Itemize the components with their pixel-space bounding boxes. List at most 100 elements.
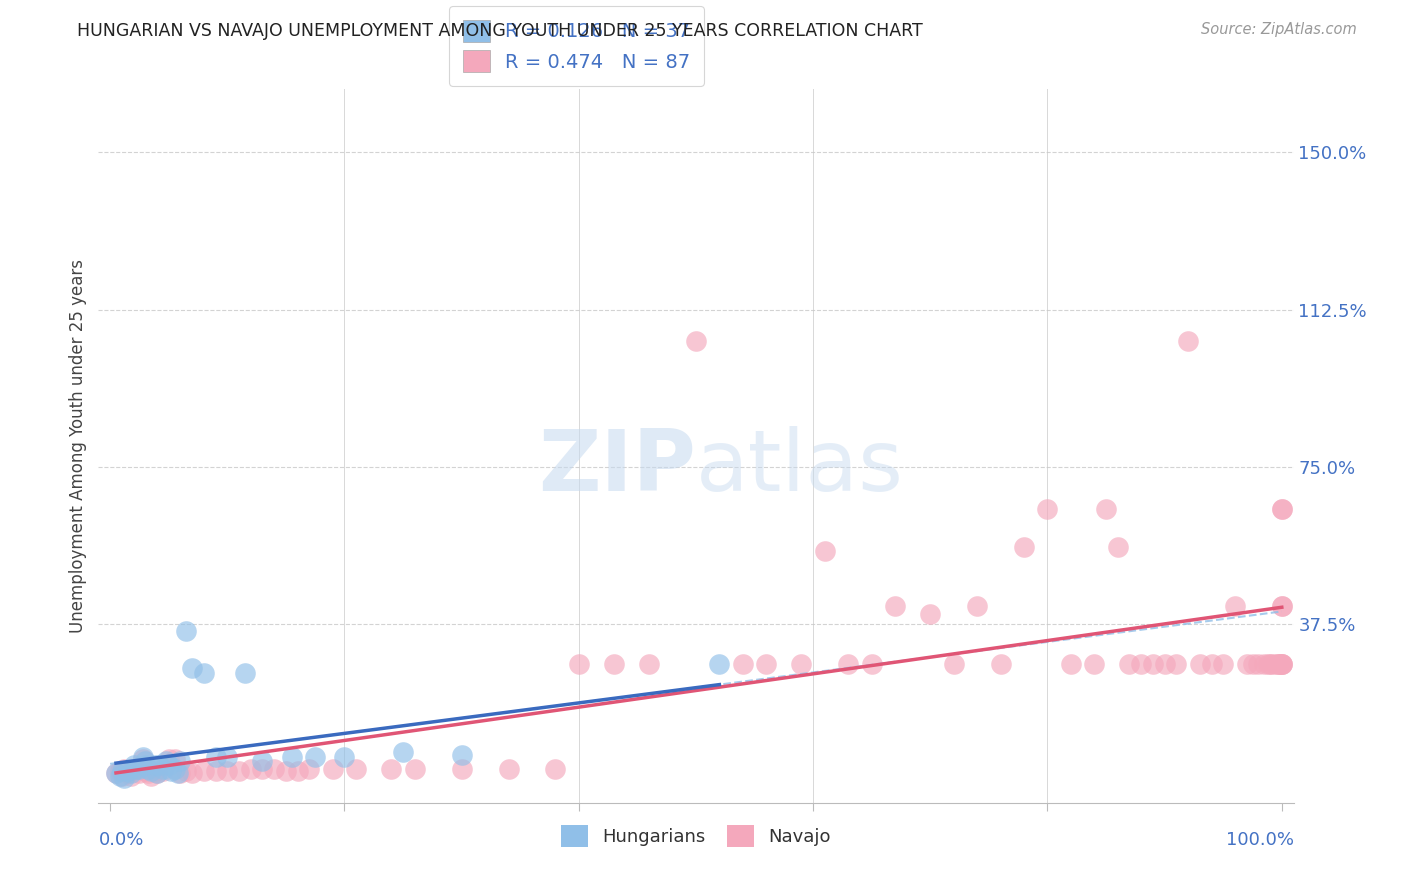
Point: [685, 334, 707, 348]
Point: [1271, 599, 1294, 613]
Point: [152, 762, 174, 776]
Point: [117, 766, 139, 780]
Point: [1268, 657, 1291, 672]
Point: [148, 758, 170, 772]
Point: [163, 752, 186, 766]
Text: ZIP: ZIP: [538, 425, 696, 509]
Point: [122, 758, 145, 772]
Text: atlas: atlas: [696, 425, 904, 509]
Point: [755, 657, 778, 672]
Point: [274, 764, 297, 779]
Point: [108, 764, 131, 779]
Point: [125, 762, 148, 776]
Point: [1247, 657, 1270, 672]
Point: [498, 762, 520, 776]
Point: [568, 657, 591, 672]
Point: [169, 754, 191, 768]
Point: [105, 766, 128, 780]
Point: [281, 749, 304, 764]
Point: [181, 766, 204, 780]
Point: [1036, 502, 1059, 516]
Point: [1271, 502, 1294, 516]
Point: [134, 758, 156, 772]
Point: [157, 758, 180, 772]
Point: [160, 764, 183, 779]
Point: [1083, 657, 1105, 672]
Point: [1271, 657, 1294, 672]
Point: [143, 758, 166, 772]
Point: [1271, 502, 1294, 516]
Point: [790, 657, 813, 672]
Text: HUNGARIAN VS NAVAJO UNEMPLOYMENT AMONG YOUTH UNDER 25 YEARS CORRELATION CHART: HUNGARIAN VS NAVAJO UNEMPLOYMENT AMONG Y…: [77, 22, 924, 40]
Point: [217, 764, 239, 779]
Point: [105, 766, 128, 780]
Point: [1188, 657, 1211, 672]
Point: [1060, 657, 1083, 672]
Point: [1253, 657, 1275, 672]
Point: [174, 624, 197, 638]
Text: 0.0%: 0.0%: [98, 831, 143, 849]
Point: [111, 764, 134, 779]
Point: [1118, 657, 1140, 672]
Point: [1212, 657, 1234, 672]
Point: [204, 749, 226, 764]
Point: [112, 762, 135, 776]
Point: [1271, 657, 1294, 672]
Text: 100.0%: 100.0%: [1226, 831, 1294, 849]
Point: [322, 762, 344, 776]
Point: [141, 768, 163, 782]
Point: [217, 749, 239, 764]
Point: [1012, 540, 1035, 554]
Point: [132, 752, 155, 766]
Point: [120, 768, 142, 782]
Point: [709, 657, 731, 672]
Point: [146, 766, 169, 780]
Point: [108, 768, 131, 782]
Point: [544, 762, 567, 776]
Point: [392, 746, 415, 760]
Point: [942, 657, 965, 672]
Point: [304, 749, 326, 764]
Point: [731, 657, 754, 672]
Text: Source: ZipAtlas.com: Source: ZipAtlas.com: [1201, 22, 1357, 37]
Point: [155, 754, 177, 768]
Point: [1166, 657, 1188, 672]
Point: [146, 766, 169, 780]
Point: [134, 754, 156, 768]
Point: [169, 766, 191, 780]
Point: [112, 771, 135, 785]
Point: [1257, 657, 1279, 672]
Point: [1265, 657, 1288, 672]
Point: [252, 762, 274, 776]
Point: [1223, 599, 1246, 613]
Point: [136, 766, 159, 780]
Point: [1153, 657, 1175, 672]
Point: [1095, 502, 1118, 516]
Point: [966, 599, 988, 613]
Point: [1261, 657, 1284, 672]
Point: [233, 665, 256, 680]
Point: [1177, 334, 1199, 348]
Point: [1270, 657, 1292, 672]
Point: [1130, 657, 1153, 672]
Point: [1241, 657, 1264, 672]
Point: [239, 762, 262, 776]
Point: [174, 764, 197, 779]
Point: [128, 762, 150, 776]
Point: [1271, 657, 1294, 672]
Point: [128, 766, 150, 780]
Point: [298, 762, 321, 776]
Point: [333, 749, 356, 764]
Point: [344, 762, 367, 776]
Point: [450, 747, 472, 762]
Point: [638, 657, 661, 672]
Point: [193, 665, 215, 680]
Point: [204, 764, 226, 779]
Point: [111, 768, 134, 782]
Point: [132, 749, 155, 764]
Point: [814, 544, 837, 558]
Point: [1201, 657, 1223, 672]
Point: [181, 661, 204, 675]
Point: [860, 657, 883, 672]
Point: [228, 764, 250, 779]
